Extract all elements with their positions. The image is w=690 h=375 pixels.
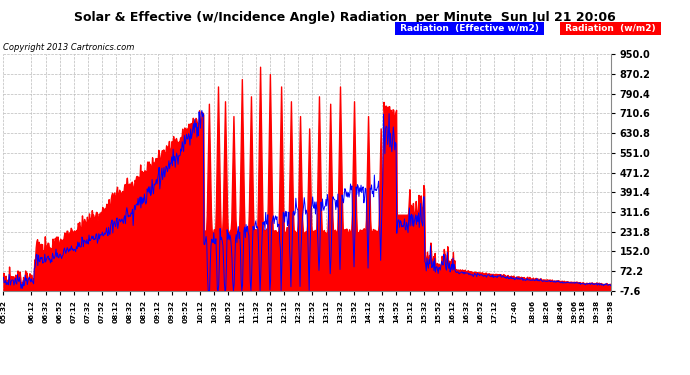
Text: Radiation  (w/m2): Radiation (w/m2) (562, 24, 659, 33)
Text: Copyright 2013 Cartronics.com: Copyright 2013 Cartronics.com (3, 43, 135, 52)
Text: Radiation  (Effective w/m2): Radiation (Effective w/m2) (397, 24, 542, 33)
Text: Solar & Effective (w/Incidence Angle) Radiation  per Minute  Sun Jul 21 20:06: Solar & Effective (w/Incidence Angle) Ra… (74, 11, 616, 24)
